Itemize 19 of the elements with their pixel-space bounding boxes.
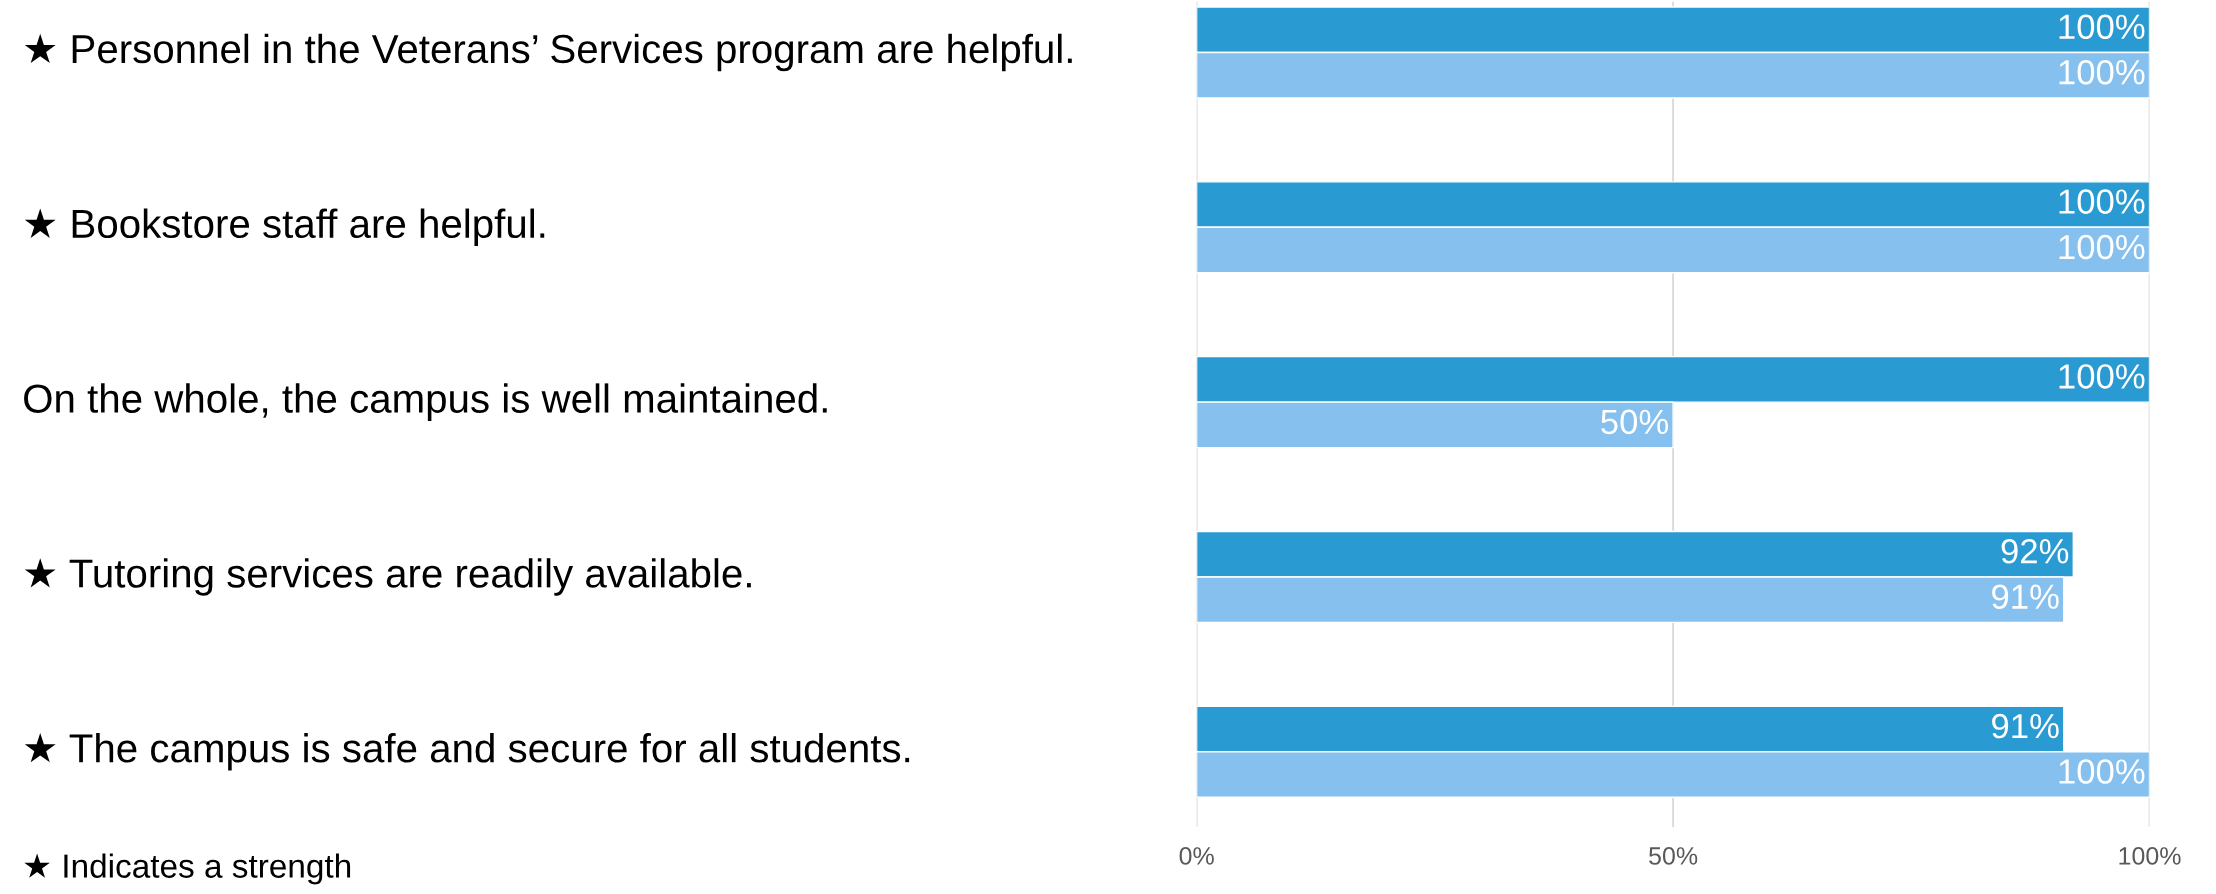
data-label: 100%	[2059, 234, 2145, 260]
y-tick-label: On the whole, the campus is well maintained.	[24, 383, 827, 421]
y-tick-label: ★ The campus is safe and secure for all students.	[24, 733, 910, 771]
x-tick-label: 0%	[1179, 847, 1214, 865]
data-label: 100%	[2059, 14, 2145, 40]
data-label: 91%	[1992, 713, 2059, 739]
x-tick-label: 100%	[2119, 847, 2181, 865]
data-label: 100%	[2059, 189, 2145, 214]
data-label: 91%	[1992, 584, 2059, 609]
data-label: 50%	[1601, 409, 1669, 435]
data-label: 100%	[2059, 364, 2145, 389]
y-tick-label: ★ Personnel in the Veterans’ Services program are helpful.	[24, 33, 1072, 72]
y-tick-label: ★ Bookstore staff are helpful.	[24, 208, 545, 247]
x-tick-label: 50%	[1649, 847, 1698, 865]
data-label: 100%	[2059, 59, 2145, 85]
data-label: 100%	[2059, 759, 2145, 784]
data-label: 92%	[2001, 538, 2069, 564]
text: ★ Indicates a strength	[24, 853, 351, 885]
y-tick-label: ★ Tutoring services are readily available.	[24, 558, 751, 596]
